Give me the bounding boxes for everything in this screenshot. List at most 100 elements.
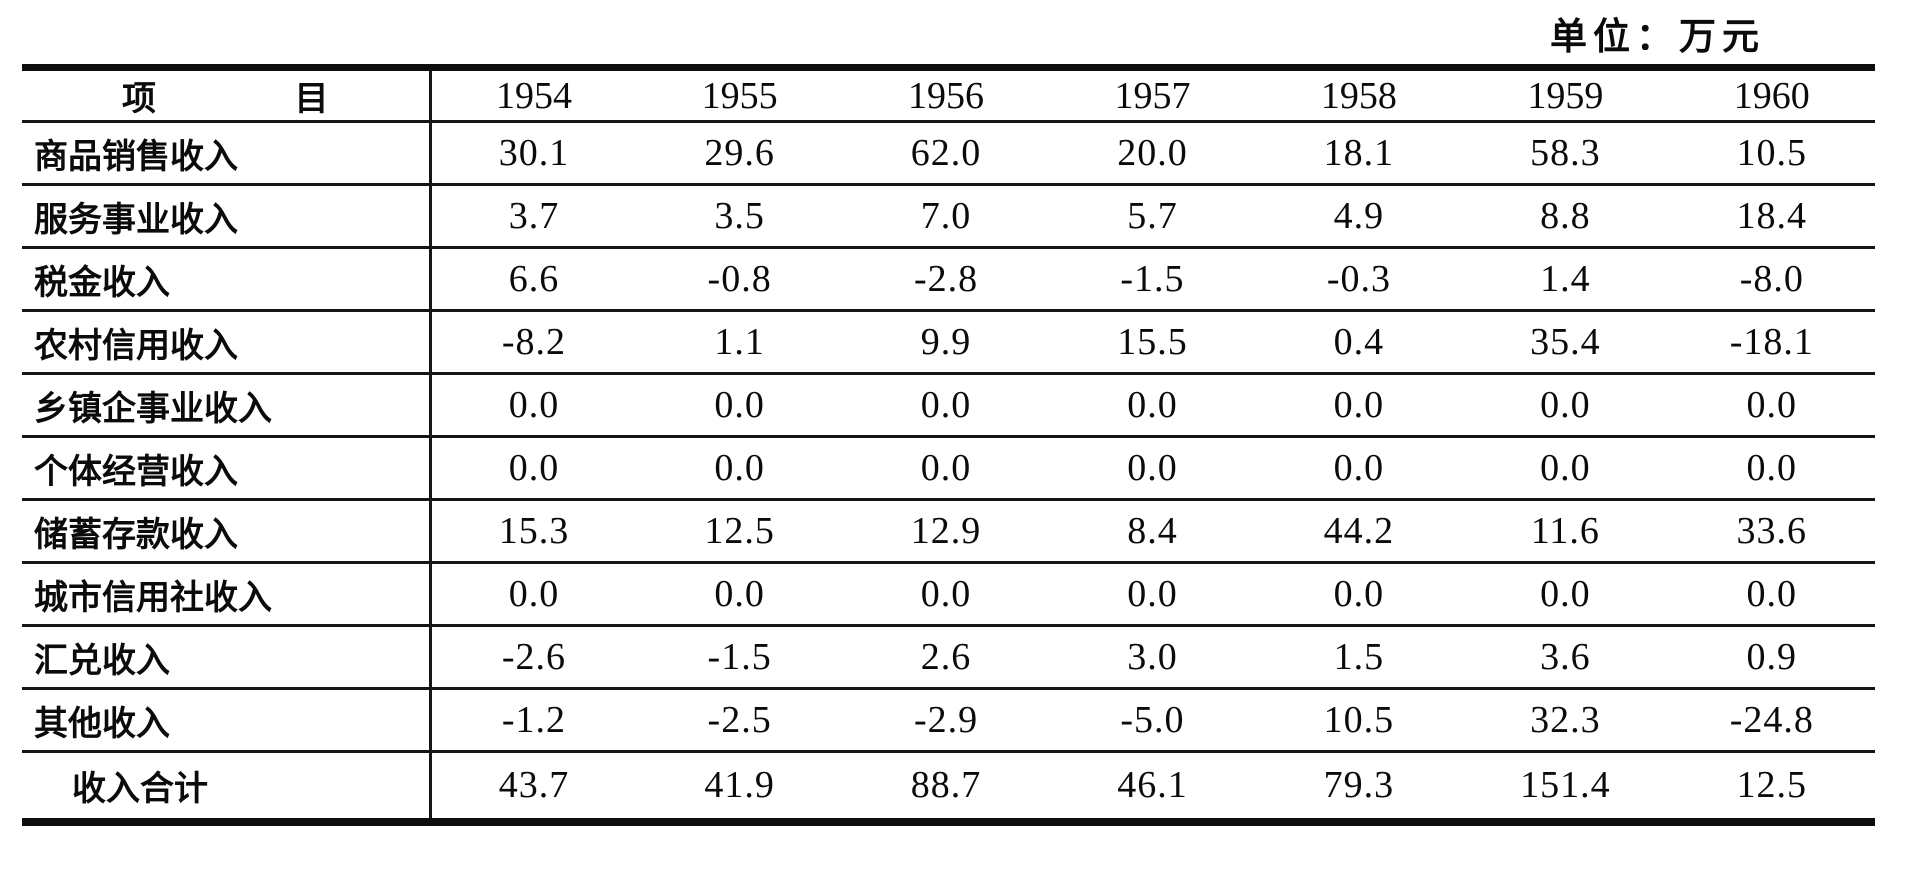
cell-value: 0.0 [1540, 573, 1591, 615]
table-row: 商品销售收入 30.1 29.6 62.0 20.0 18.1 58.3 10.5 [22, 121, 1875, 185]
item-column-header: 项 目 [22, 67, 432, 122]
cell-value: 0.0 [1333, 384, 1385, 426]
row-label: 城市信用社收入 [22, 562, 432, 626]
row-label: 其他收入 [22, 688, 432, 752]
table-row: 其他收入 -1.2 -2.5 -2.9 -5.0 10.5 32.3 -24.8 [22, 688, 1875, 752]
cell-value: 12.5 [704, 510, 775, 552]
cell-value: -5.0 [1120, 699, 1185, 741]
cell-value: -2.8 [913, 258, 979, 300]
cell-value: 8.8 [1540, 195, 1591, 237]
row-label: 汇兑收入 [22, 625, 432, 689]
table-row: 乡镇企事业收入 0.0 0.0 0.0 0.0 0.0 0.0 0.0 [22, 373, 1875, 437]
cell-value: -18.1 [1729, 321, 1814, 363]
cell-value: -2.9 [913, 699, 979, 741]
year-column-header: 1955 [701, 74, 778, 117]
cell-value: 2.6 [920, 636, 972, 678]
cell-value: 1.1 [714, 321, 765, 363]
table-row: 农村信用收入 -8.2 1.1 9.9 15.5 0.4 35.4 -18.1 [22, 310, 1875, 374]
cell-value: 0.4 [1333, 321, 1385, 363]
total-row: 收入合计 43.7 41.9 88.7 46.1 79.3 151.4 12.5 [22, 751, 1875, 822]
cell-value: 11.6 [1530, 510, 1600, 552]
cell-value: 18.4 [1736, 195, 1808, 237]
row-label: 服务事业收入 [22, 184, 432, 248]
cell-value: 41.9 [704, 764, 775, 807]
cell-value: 0.0 [920, 573, 972, 615]
cell-value: 12.5 [1736, 764, 1808, 807]
cell-value: 0.0 [1333, 447, 1385, 489]
cell-value: 0.0 [1746, 384, 1798, 426]
cell-value: 0.0 [714, 573, 765, 615]
cell-value: -2.6 [501, 636, 567, 678]
cell-value: 30.1 [498, 132, 570, 174]
cell-value: 0.0 [714, 447, 765, 489]
table-row: 汇兑收入 -2.6 -1.5 2.6 3.0 1.5 3.6 0.9 [22, 625, 1875, 689]
cell-value: 32.3 [1530, 699, 1601, 741]
cell-value: -8.2 [501, 321, 567, 363]
cell-value: 0.0 [1333, 573, 1385, 615]
row-label: 储蓄存款收入 [22, 499, 432, 563]
table-row: 城市信用社收入 0.0 0.0 0.0 0.0 0.0 0.0 0.0 [22, 562, 1875, 626]
year-column-header: 1954 [495, 74, 572, 117]
cell-value: 5.7 [1127, 195, 1178, 237]
cell-value: -8.0 [1739, 258, 1804, 300]
cell-value: 0.0 [1746, 447, 1798, 489]
cell-value: 0.0 [508, 573, 560, 615]
cell-value: 0.0 [920, 384, 972, 426]
row-label: 商品销售收入 [22, 121, 432, 185]
cell-value: 1.5 [1333, 636, 1385, 678]
income-table: 项 目 1954 1955 1956 1957 1958 1959 1960 商品销售收入 30… [22, 64, 1875, 826]
cell-value: 9.9 [920, 321, 972, 363]
cell-value: 6.6 [508, 258, 560, 300]
cell-value: 7.0 [920, 195, 972, 237]
cell-value: 62.0 [910, 132, 982, 174]
year-column-header: 1960 [1733, 74, 1810, 117]
cell-value: 18.1 [1323, 132, 1395, 174]
cell-value: 0.0 [1127, 447, 1178, 489]
table-header-row: 项 目 1954 1955 1956 1957 1958 1959 1960 [22, 67, 1875, 122]
row-label: 乡镇企事业收入 [22, 373, 432, 437]
cell-value: 3.5 [714, 195, 765, 237]
cell-value: 3.6 [1540, 636, 1591, 678]
cell-value: 10.5 [1736, 132, 1808, 174]
cell-value: -1.2 [501, 699, 567, 741]
cell-value: 20.0 [1117, 132, 1188, 174]
cell-value: 0.0 [714, 384, 765, 426]
year-column-header: 1957 [1114, 74, 1191, 117]
cell-value: -0.3 [1326, 258, 1391, 300]
table-row: 储蓄存款收入 15.3 12.5 12.9 8.4 44.2 11.6 33.6 [22, 499, 1875, 563]
table-head: 项 目 1954 1955 1956 1957 1958 1959 1960 [22, 67, 1875, 122]
cell-value: 151.4 [1520, 764, 1611, 807]
cell-value: 0.0 [508, 384, 560, 426]
cell-value: 0.0 [508, 447, 560, 489]
cell-value: -1.5 [1120, 258, 1185, 300]
cell-value: 79.3 [1323, 764, 1395, 807]
row-label: 税金收入 [22, 247, 432, 311]
cell-value: -24.8 [1729, 699, 1814, 741]
cell-value: 3.0 [1127, 636, 1178, 678]
cell-value: 10.5 [1323, 699, 1395, 741]
cell-value: 12.9 [910, 510, 982, 552]
cell-value: 0.9 [1746, 636, 1798, 678]
year-column-header: 1959 [1527, 74, 1604, 117]
table-row: 税金收入 6.6 -0.8 -2.8 -1.5 -0.3 1.4 -8.0 [22, 247, 1875, 311]
cell-value: 46.1 [1117, 764, 1188, 807]
cell-value: -2.5 [707, 699, 772, 741]
cell-value: 0.0 [1127, 384, 1178, 426]
cell-value: 15.5 [1117, 321, 1188, 363]
cell-value: 29.6 [704, 132, 775, 174]
row-label: 农村信用收入 [22, 310, 432, 374]
year-column-header: 1958 [1320, 74, 1397, 117]
cell-value: 0.0 [920, 447, 972, 489]
cell-value: 44.2 [1323, 510, 1395, 552]
cell-value: 15.3 [498, 510, 570, 552]
cell-value: 0.0 [1540, 447, 1591, 489]
cell-value: 4.9 [1333, 195, 1385, 237]
cell-value: 88.7 [910, 764, 982, 807]
cell-value: 0.0 [1746, 573, 1798, 615]
table-row: 个体经营收入 0.0 0.0 0.0 0.0 0.0 0.0 0.0 [22, 436, 1875, 500]
cell-value: 35.4 [1530, 321, 1601, 363]
cell-value: 58.3 [1530, 132, 1601, 174]
table-row: 服务事业收入 3.7 3.5 7.0 5.7 4.9 8.8 18.4 [22, 184, 1875, 248]
cell-value: -1.5 [707, 636, 772, 678]
cell-value: -0.8 [707, 258, 772, 300]
